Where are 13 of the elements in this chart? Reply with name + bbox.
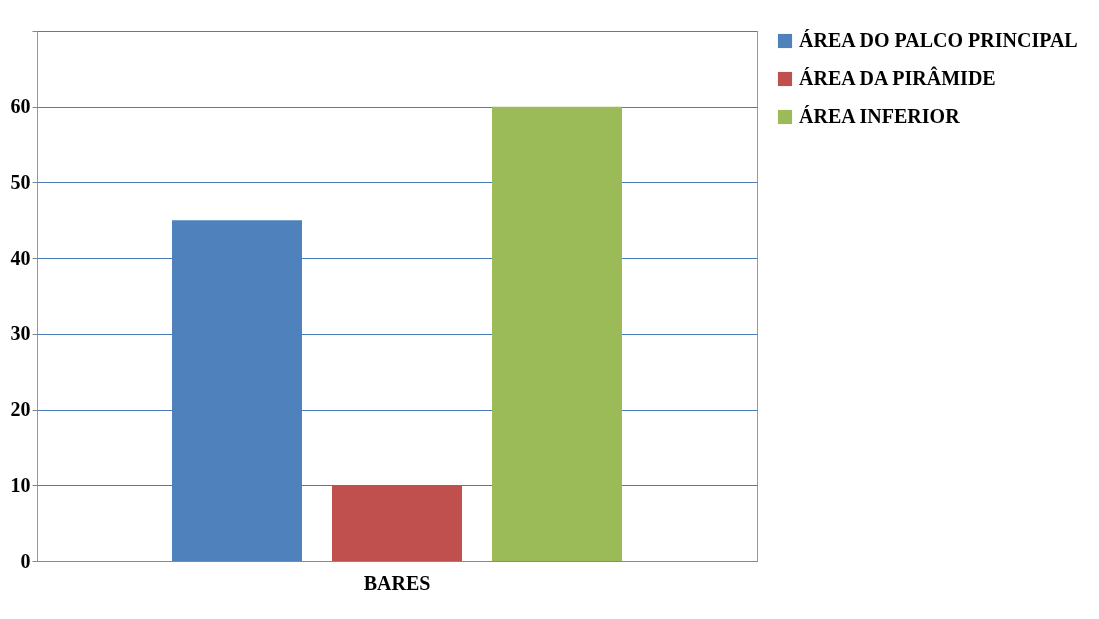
bar [492, 106, 622, 561]
legend-label: ÁREA DA PIRÂMIDE [799, 66, 996, 89]
legend-label: ÁREA INFERIOR [799, 105, 961, 127]
legend-label: ÁREA DO PALCO PRINCIPAL [799, 29, 1078, 51]
y-tick-label: 40 [10, 246, 31, 269]
y-tick-label: 20 [10, 398, 31, 421]
y-tick-label: 30 [10, 322, 31, 345]
y-tick-label: 10 [10, 473, 31, 496]
y-tick-label: 60 [10, 95, 31, 118]
y-tick-label: 0 [20, 549, 31, 572]
y-tick-label: 50 [10, 170, 31, 193]
bar [332, 485, 462, 561]
x-tick-label: BARES [363, 571, 431, 594]
